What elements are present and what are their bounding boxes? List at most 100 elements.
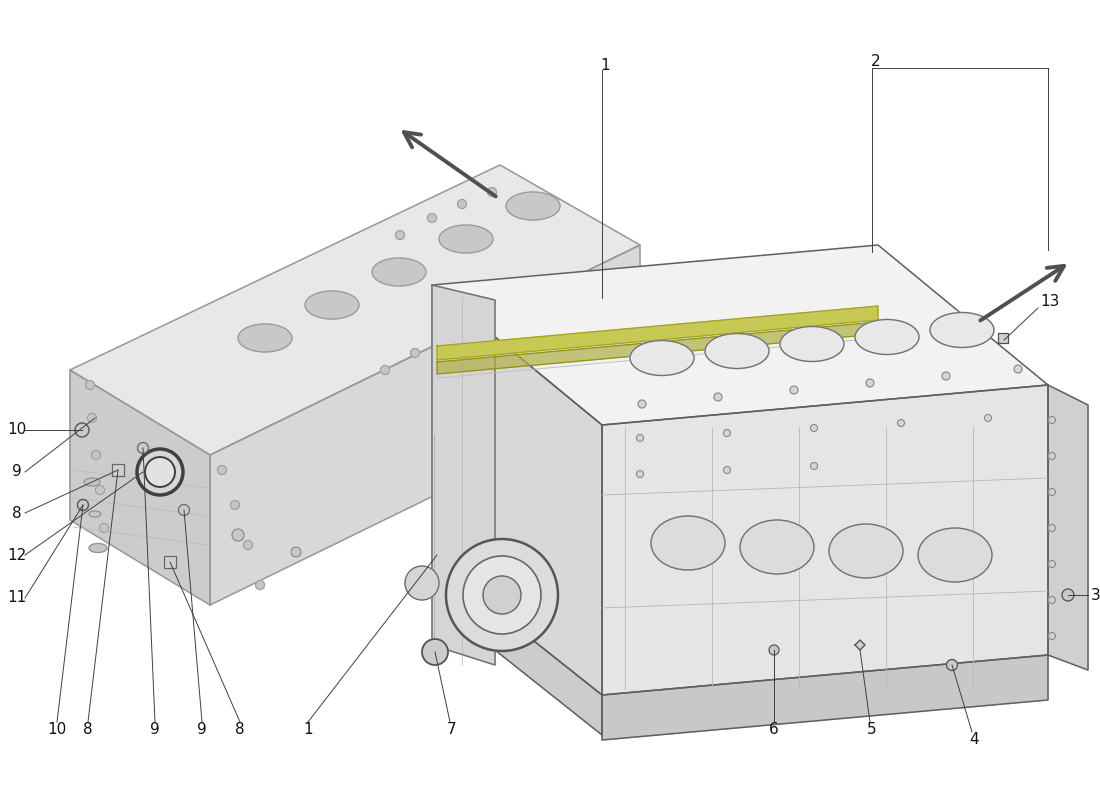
Polygon shape bbox=[602, 385, 1048, 695]
Circle shape bbox=[790, 386, 798, 394]
Circle shape bbox=[91, 450, 100, 459]
Circle shape bbox=[75, 423, 89, 437]
Circle shape bbox=[145, 457, 175, 487]
Circle shape bbox=[292, 547, 301, 557]
Circle shape bbox=[1048, 453, 1056, 459]
Circle shape bbox=[86, 381, 95, 390]
Polygon shape bbox=[437, 322, 878, 374]
Circle shape bbox=[1048, 417, 1056, 423]
Circle shape bbox=[138, 449, 183, 495]
Text: 6: 6 bbox=[769, 722, 779, 738]
Circle shape bbox=[422, 639, 448, 665]
Ellipse shape bbox=[89, 543, 107, 553]
Text: 13: 13 bbox=[1041, 294, 1059, 310]
Ellipse shape bbox=[238, 324, 292, 352]
Text: 2: 2 bbox=[871, 54, 881, 70]
Bar bbox=[164, 556, 176, 568]
Polygon shape bbox=[437, 306, 878, 360]
Text: 9: 9 bbox=[197, 722, 207, 738]
Circle shape bbox=[410, 349, 419, 358]
Circle shape bbox=[1048, 561, 1056, 567]
Circle shape bbox=[405, 566, 439, 600]
Circle shape bbox=[77, 499, 88, 510]
Circle shape bbox=[463, 556, 541, 634]
Circle shape bbox=[96, 486, 104, 494]
Circle shape bbox=[637, 434, 644, 442]
Text: 4: 4 bbox=[969, 733, 979, 747]
Text: 1: 1 bbox=[601, 58, 609, 73]
Polygon shape bbox=[432, 560, 602, 735]
Circle shape bbox=[1048, 489, 1056, 495]
Ellipse shape bbox=[829, 524, 903, 578]
Circle shape bbox=[1048, 633, 1056, 639]
Ellipse shape bbox=[439, 225, 493, 253]
Circle shape bbox=[942, 372, 950, 380]
Ellipse shape bbox=[780, 326, 844, 362]
Ellipse shape bbox=[855, 319, 918, 354]
Circle shape bbox=[458, 199, 466, 209]
Circle shape bbox=[487, 187, 496, 197]
Polygon shape bbox=[432, 285, 602, 695]
Circle shape bbox=[428, 214, 437, 222]
Circle shape bbox=[396, 230, 405, 239]
Circle shape bbox=[138, 442, 148, 454]
Circle shape bbox=[769, 645, 779, 655]
Polygon shape bbox=[432, 245, 1048, 425]
Ellipse shape bbox=[630, 341, 694, 375]
Circle shape bbox=[714, 393, 722, 401]
Polygon shape bbox=[602, 655, 1048, 740]
Ellipse shape bbox=[930, 313, 994, 347]
Polygon shape bbox=[70, 165, 640, 455]
Circle shape bbox=[178, 505, 189, 515]
Circle shape bbox=[637, 470, 644, 478]
Circle shape bbox=[381, 366, 389, 374]
Text: a passion for cars: a passion for cars bbox=[371, 471, 719, 509]
Text: 8: 8 bbox=[12, 506, 22, 521]
Polygon shape bbox=[855, 640, 865, 650]
Circle shape bbox=[446, 539, 558, 651]
Text: 12: 12 bbox=[8, 547, 26, 562]
Circle shape bbox=[483, 576, 521, 614]
Circle shape bbox=[218, 466, 227, 474]
Circle shape bbox=[946, 659, 957, 670]
Text: 1: 1 bbox=[304, 722, 312, 738]
Circle shape bbox=[232, 529, 244, 541]
Text: 10: 10 bbox=[47, 722, 67, 738]
Circle shape bbox=[1062, 589, 1074, 601]
Circle shape bbox=[1048, 525, 1056, 531]
Polygon shape bbox=[210, 245, 640, 605]
Ellipse shape bbox=[651, 516, 725, 570]
Polygon shape bbox=[70, 370, 210, 605]
Circle shape bbox=[638, 400, 646, 408]
Text: 7: 7 bbox=[448, 722, 456, 738]
Ellipse shape bbox=[506, 192, 560, 220]
Polygon shape bbox=[1048, 385, 1088, 670]
Text: 9: 9 bbox=[150, 722, 160, 738]
Text: 8: 8 bbox=[84, 722, 92, 738]
Ellipse shape bbox=[305, 291, 359, 319]
Circle shape bbox=[231, 501, 240, 510]
Circle shape bbox=[88, 414, 97, 422]
Text: 5: 5 bbox=[867, 722, 877, 738]
Text: 11: 11 bbox=[8, 590, 26, 606]
Polygon shape bbox=[432, 285, 495, 665]
Circle shape bbox=[99, 523, 109, 533]
Circle shape bbox=[1014, 365, 1022, 373]
Circle shape bbox=[1048, 597, 1056, 603]
Circle shape bbox=[255, 581, 264, 590]
Circle shape bbox=[724, 466, 730, 474]
Circle shape bbox=[243, 541, 253, 550]
Ellipse shape bbox=[918, 528, 992, 582]
Ellipse shape bbox=[84, 478, 100, 486]
Circle shape bbox=[866, 379, 874, 387]
Text: euroParts: euroParts bbox=[263, 381, 827, 479]
FancyBboxPatch shape bbox=[998, 333, 1008, 343]
Circle shape bbox=[984, 414, 991, 422]
Circle shape bbox=[811, 425, 817, 431]
Ellipse shape bbox=[372, 258, 426, 286]
Circle shape bbox=[898, 419, 904, 426]
Bar bbox=[112, 464, 124, 476]
Ellipse shape bbox=[89, 511, 101, 517]
Ellipse shape bbox=[705, 334, 769, 369]
Circle shape bbox=[724, 430, 730, 437]
